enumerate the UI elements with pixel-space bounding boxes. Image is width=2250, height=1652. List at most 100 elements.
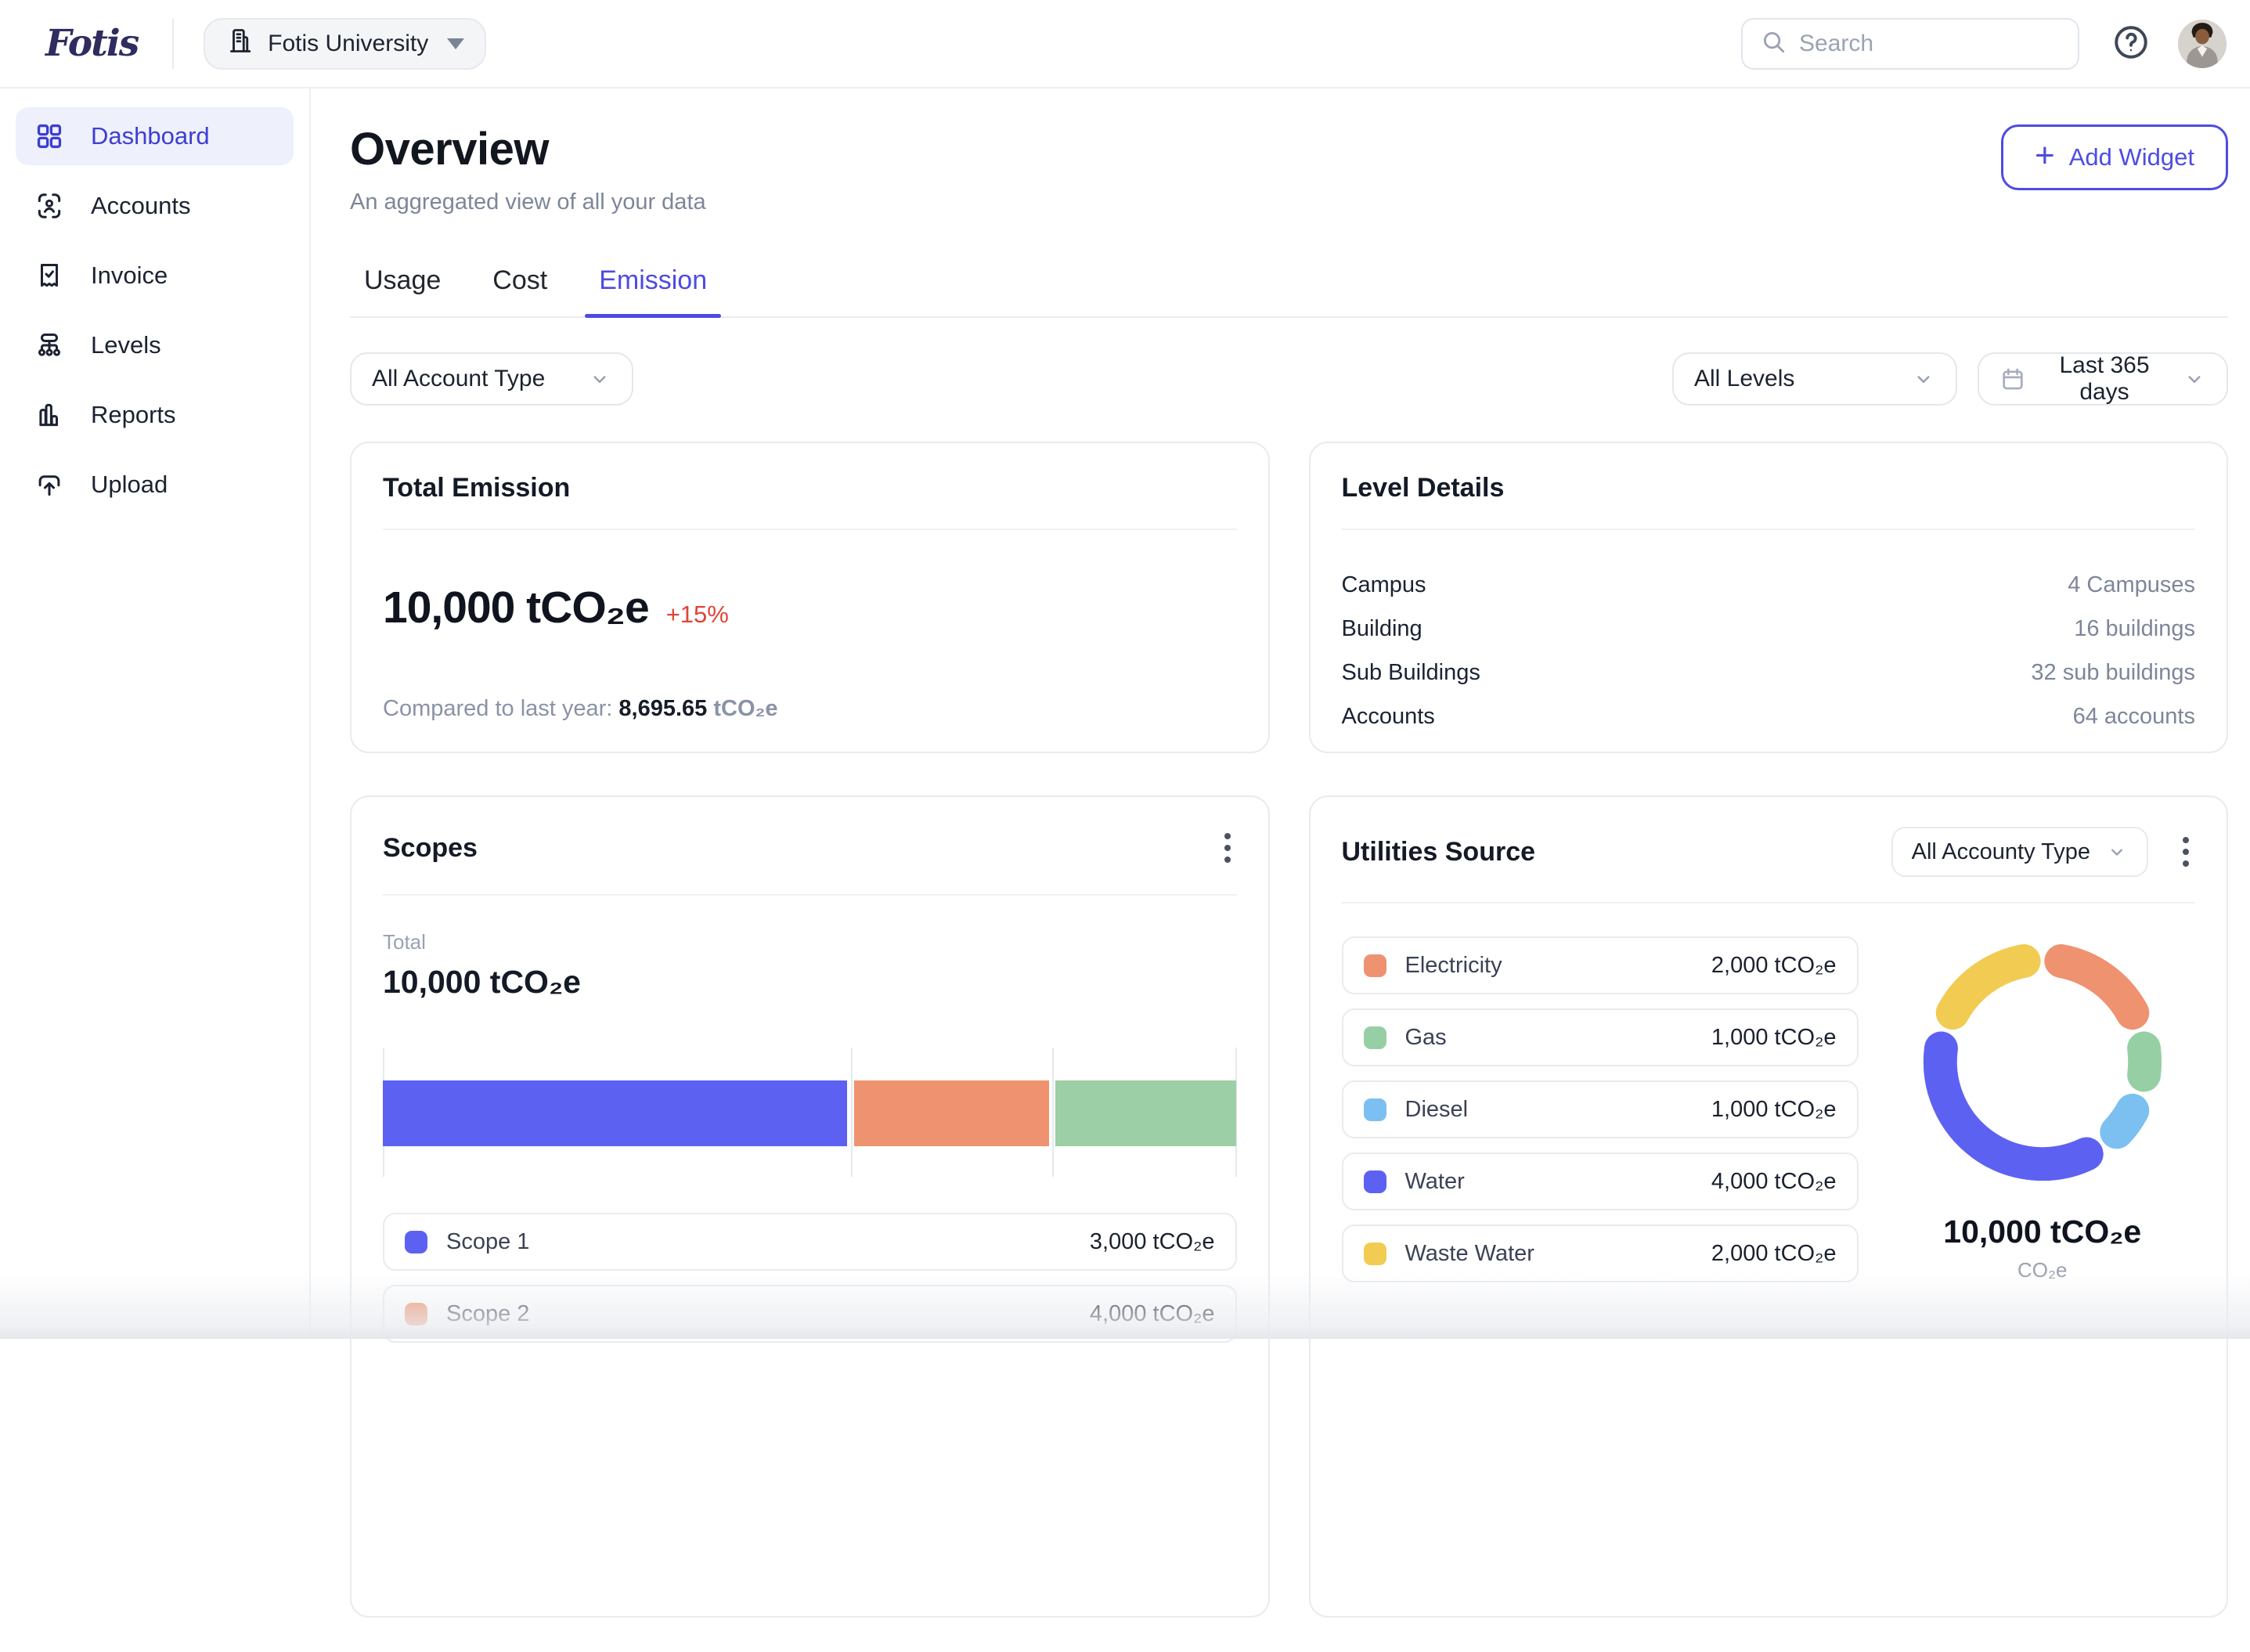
page-header: Overview An aggregated view of all your … [350,123,2228,215]
emission-delta-badge: +15% [666,601,729,629]
user-photo [2178,20,2227,68]
level-label: Building [1342,616,1422,642]
user-avatar[interactable] [2178,20,2227,68]
scope-label: Scope 2 [446,1301,529,1327]
total-emission-card: Total Emission 10,000 tCO₂e +15% Compare… [350,442,1270,753]
card-divider [1342,902,2196,904]
utility-value: 4,000 tCO₂e [1711,1169,1837,1195]
compare-last-year: Compared to last year: 8,695.65 tCO₂e [383,696,1237,722]
chevron-down-icon [2106,841,2128,863]
scope-color-swatch [405,1231,427,1253]
date-range-filter[interactable]: Last 365 days [1978,352,2228,406]
sidebar-item-label: Dashboard [91,122,210,150]
kebab-menu-icon[interactable] [2176,831,2195,873]
sidebar-item-invoice[interactable]: Invoice [16,247,294,305]
sidebar-item-icon [34,261,64,290]
scopes-legend: Scope 1 3,000 tCO₂e Scope 2 4,000 tCO₂e [383,1213,1237,1343]
utility-label: Water [1405,1169,1465,1195]
tab-usage[interactable]: Usage [350,256,455,316]
date-range-filter-label: Last 365 days [2040,352,2169,406]
utility-value: 2,000 tCO₂e [1711,953,1837,979]
card-title: Scopes [383,833,478,864]
donut-segment-waste-water [1953,961,2024,1013]
account-type-filter[interactable]: All Account Type [350,352,633,406]
level-label: Accounts [1342,704,1435,730]
scopes-bar-segment-2 [854,1080,1049,1146]
utility-row-diesel: Diesel 1,000 tCO₂e [1342,1080,1859,1138]
sidebar-item-accounts[interactable]: Accounts [16,177,294,235]
org-selector-label: Fotis University [268,31,428,57]
plus-icon: + [2035,139,2055,173]
level-detail-row-accounts: Accounts 64 accounts [1342,704,2196,730]
level-detail-row-sub-buildings: Sub Buildings 32 sub buildings [1342,660,2196,686]
utility-color-swatch [1364,954,1386,977]
sidebar-item-reports[interactable]: Reports [16,386,294,444]
level-details-rows: Campus 4 Campuses Building 16 buildings … [1342,572,2196,730]
tab-emission[interactable]: Emission [585,256,721,316]
page-title: Overview [350,123,706,175]
search-box[interactable] [1741,18,2079,70]
level-value: 4 Campuses [2068,572,2195,598]
utility-value: 1,000 tCO₂e [1711,1025,1837,1051]
scope-color-swatch [405,1303,427,1326]
level-value: 16 buildings [2074,616,2195,642]
calendar-icon [1999,366,2026,392]
account-type-filter-label: All Account Type [372,366,545,392]
utilities-account-type-filter[interactable]: All Accounty Type [1891,827,2148,877]
tab-cost[interactable]: Cost [478,256,561,316]
scopes-stacked-bar-chart [383,1048,1237,1177]
scopes-bar-segment-1 [383,1080,847,1146]
scope-value: 3,000 tCO₂e [1090,1229,1215,1255]
card-divider [383,528,1237,530]
card-divider [1342,528,2196,530]
sidebar-item-icon [34,470,64,500]
main-content: Overview An aggregated view of all your … [311,88,2250,1652]
building-icon [225,27,254,61]
levels-filter[interactable]: All Levels [1672,352,1957,406]
utilities-donut-area: 10,000 tCO₂e CO₂e [1859,936,2196,1282]
utilities-list: Electricity 2,000 tCO₂e Gas 1,000 tCO₂e … [1342,936,1859,1297]
fotis-logo[interactable]: Fotis [45,22,138,65]
utilities-source-card: Utilities Source All Accounty Type Elect… [1309,795,2229,1618]
level-details-card: Level Details Campus 4 Campuses Building… [1309,442,2229,753]
utility-label: Diesel [1405,1097,1469,1123]
donut-unit-label: CO₂e [2017,1258,2068,1282]
sidebar-item-icon [34,400,64,430]
sidebar-item-levels[interactable]: Levels [16,316,294,374]
donut-total-value: 10,000 tCO₂e [1943,1214,2141,1250]
utility-color-swatch [1364,1243,1386,1265]
search-icon [1760,28,1787,59]
filter-bar: All Account Type All Levels Last 365 day… [350,352,2228,406]
level-detail-row-campus: Campus 4 Campuses [1342,572,2196,598]
level-value: 64 accounts [2073,704,2195,730]
compare-value: 8,695.65 [618,696,707,721]
chevron-down-icon [1912,367,1935,391]
card-title: Level Details [1342,473,1505,503]
add-widget-button[interactable]: + Add Widget [2001,124,2228,190]
utility-color-swatch [1364,1170,1386,1193]
tab-bar: Usage Cost Emission [350,256,2228,318]
donut-segment-water [1940,1048,2086,1164]
add-widget-label: Add Widget [2069,143,2194,171]
scopes-bar-segment-3 [1055,1080,1236,1146]
chart-gridline [1052,1048,1054,1177]
utility-label: Gas [1405,1025,1447,1051]
sidebar-item-dashboard[interactable]: Dashboard [16,107,294,165]
scope-legend-row-scope-2: Scope 2 4,000 tCO₂e [383,1285,1237,1343]
card-title: Utilities Source [1342,837,1536,867]
sidebar-item-upload[interactable]: Upload [16,456,294,514]
org-selector[interactable]: Fotis University [204,18,486,70]
levels-filter-label: All Levels [1694,366,1794,392]
cards-grid: Total Emission 10,000 tCO₂e +15% Compare… [350,442,2228,1618]
scope-label: Scope 1 [446,1229,529,1255]
sidebar-item-label: Levels [91,331,161,359]
utilities-account-type-label: All Accounty Type [1912,839,2090,865]
sidebar-item-label: Invoice [91,262,168,290]
sidebar-item-icon [34,191,64,221]
card-title: Total Emission [383,473,570,503]
utility-row-water: Water 4,000 tCO₂e [1342,1152,1859,1210]
kebab-menu-icon[interactable] [1218,827,1237,869]
help-button[interactable] [2109,22,2153,66]
utility-label: Electricity [1405,953,1502,979]
search-input[interactable] [1799,31,2061,57]
